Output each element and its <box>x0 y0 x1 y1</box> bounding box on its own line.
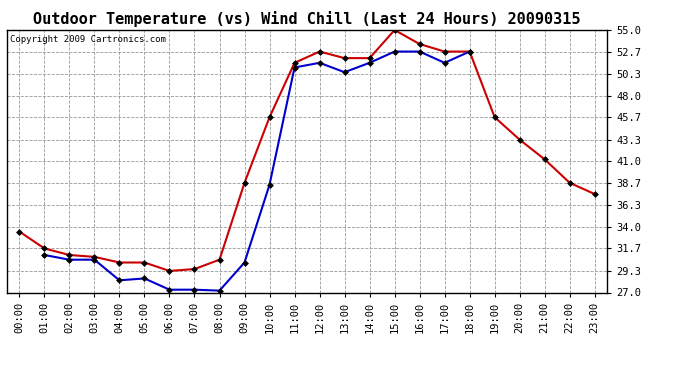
Title: Outdoor Temperature (vs) Wind Chill (Last 24 Hours) 20090315: Outdoor Temperature (vs) Wind Chill (Las… <box>33 12 581 27</box>
Text: Copyright 2009 Cartronics.com: Copyright 2009 Cartronics.com <box>10 35 166 44</box>
